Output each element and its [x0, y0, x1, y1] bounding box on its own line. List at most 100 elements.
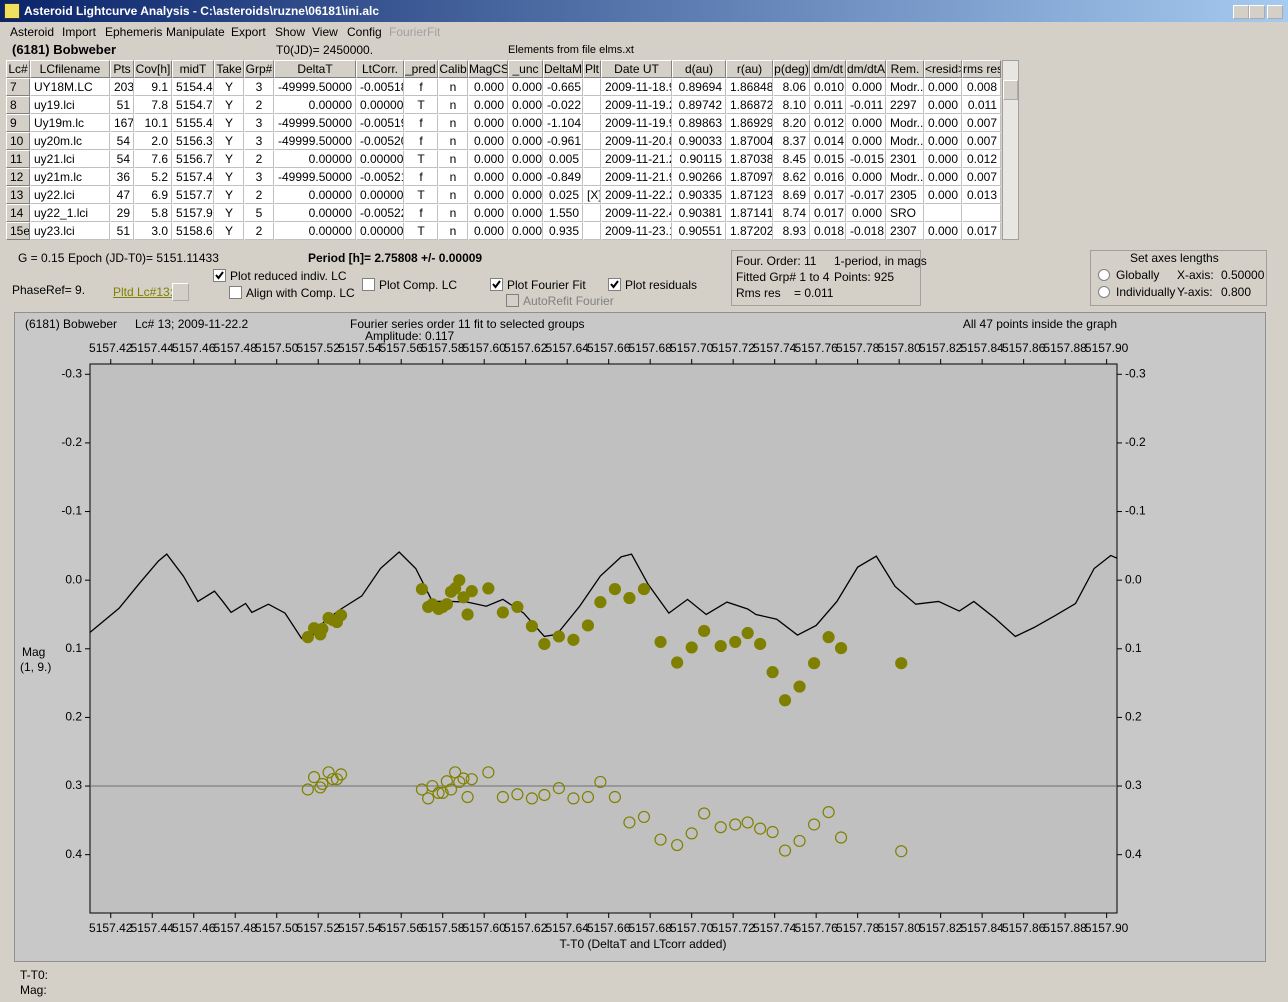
table-cell[interactable]: 0.90381: [672, 204, 726, 222]
table-cell[interactable]: n: [438, 78, 468, 96]
table-cell[interactable]: 0.90115: [672, 150, 726, 168]
table-cell[interactable]: 2: [244, 150, 274, 168]
table-cell[interactable]: 2305: [886, 186, 924, 204]
table-cell[interactable]: [583, 78, 601, 96]
table-cell[interactable]: 0.000: [508, 222, 543, 240]
checkbox[interactable]: [213, 269, 226, 282]
table-cell[interactable]: 0.007: [962, 114, 1001, 132]
table-cell[interactable]: 2009-11-23.1: [601, 222, 672, 240]
table-cell[interactable]: 0.90033: [672, 132, 726, 150]
table-cell[interactable]: 8.45: [773, 150, 810, 168]
table-cell[interactable]: n: [438, 222, 468, 240]
table-cell[interactable]: SRO: [886, 204, 924, 222]
table-cell[interactable]: n: [438, 204, 468, 222]
table-cell[interactable]: 0.000: [846, 78, 886, 96]
table-cell[interactable]: f: [404, 78, 438, 96]
table-cell[interactable]: T: [404, 222, 438, 240]
table-cell[interactable]: 0.000: [468, 186, 508, 204]
table-cell[interactable]: 0.000: [924, 186, 962, 204]
scroll-thumb[interactable]: [1003, 80, 1018, 100]
table-cell[interactable]: 2009-11-22.4: [601, 204, 672, 222]
table-cell[interactable]: 0.00000: [356, 96, 404, 114]
table-cell[interactable]: 2009-11-19.9: [601, 114, 672, 132]
table-cell[interactable]: [583, 96, 601, 114]
table-cell[interactable]: 0.000: [508, 132, 543, 150]
table-cell[interactable]: Modr...: [886, 78, 924, 96]
table-cell[interactable]: Y: [214, 78, 244, 96]
table-cell[interactable]: 0.014: [810, 132, 846, 150]
table-cell[interactable]: 3: [244, 132, 274, 150]
table-cell[interactable]: 7.6: [134, 150, 172, 168]
table-cell[interactable]: [583, 132, 601, 150]
table-cell[interactable]: 0.000: [924, 168, 962, 186]
table-cell[interactable]: 6.9: [134, 186, 172, 204]
table-cell[interactable]: -1.104: [543, 114, 583, 132]
menu-item[interactable]: Export: [231, 25, 266, 39]
table-cell[interactable]: 0.000: [846, 132, 886, 150]
table-cell[interactable]: 10.1: [134, 114, 172, 132]
table-cell[interactable]: 8.06: [773, 78, 810, 96]
table-cell[interactable]: 0.000: [468, 204, 508, 222]
table-cell[interactable]: 1.86872: [726, 96, 773, 114]
table-cell[interactable]: 5.2: [134, 168, 172, 186]
table-cell[interactable]: 5156.3: [172, 132, 214, 150]
table-cell[interactable]: 1.87141: [726, 204, 773, 222]
menu-item[interactable]: FourierFit: [389, 25, 441, 39]
table-cell[interactable]: 2009-11-20.8: [601, 132, 672, 150]
table-cell[interactable]: Y: [214, 150, 244, 168]
table-cell[interactable]: 0.013: [962, 186, 1001, 204]
table-cell[interactable]: -49999.50000: [274, 114, 356, 132]
table-cell[interactable]: 8.10: [773, 96, 810, 114]
table-cell[interactable]: 0.935: [543, 222, 583, 240]
menu-item[interactable]: Show: [275, 25, 306, 39]
y-axis-value[interactable]: 0.800: [1221, 285, 1252, 299]
table-cell[interactable]: 8.93: [773, 222, 810, 240]
table-cell[interactable]: 0.010: [810, 78, 846, 96]
table-cell[interactable]: n: [438, 132, 468, 150]
table-cell[interactable]: n: [438, 96, 468, 114]
table-cell[interactable]: 0.000: [924, 132, 962, 150]
table-cell[interactable]: 0.017: [810, 204, 846, 222]
table-cell[interactable]: 0.008: [962, 78, 1001, 96]
table-cell[interactable]: 0.011: [810, 96, 846, 114]
table-cell[interactable]: n: [438, 114, 468, 132]
table-cell[interactable]: n: [438, 150, 468, 168]
table-cell[interactable]: [583, 168, 601, 186]
table-cell[interactable]: f: [404, 114, 438, 132]
table-cell[interactable]: Y: [214, 222, 244, 240]
table-cell[interactable]: uy22_1.lci: [30, 204, 110, 222]
table-cell[interactable]: 0.00000: [274, 186, 356, 204]
table-cell[interactable]: 0.000: [508, 168, 543, 186]
table-cell[interactable]: 0.000: [924, 150, 962, 168]
table-cell[interactable]: 2297: [886, 96, 924, 114]
table-cell[interactable]: 54: [110, 150, 134, 168]
table-cell[interactable]: Modr...: [886, 114, 924, 132]
table-cell[interactable]: 8.20: [773, 114, 810, 132]
menu-item[interactable]: Config: [347, 25, 382, 39]
table-cell[interactable]: 0.017: [962, 222, 1001, 240]
table-cell[interactable]: 1.87123: [726, 186, 773, 204]
radio-individually[interactable]: [1098, 286, 1110, 298]
table-cell[interactable]: 2009-11-19.2: [601, 96, 672, 114]
table-cell[interactable]: -0.00521: [356, 168, 404, 186]
table-cell[interactable]: 0.000: [468, 132, 508, 150]
table-cell[interactable]: 3: [244, 114, 274, 132]
table-cell[interactable]: T: [404, 150, 438, 168]
table-cell[interactable]: 0.00000: [274, 96, 356, 114]
table-cell[interactable]: -0.665: [543, 78, 583, 96]
table-cell[interactable]: f: [404, 132, 438, 150]
table-cell[interactable]: 2009-11-22.2: [601, 186, 672, 204]
table-cell[interactable]: 0.000: [508, 96, 543, 114]
table-scrollbar[interactable]: [1002, 60, 1019, 240]
table-cell[interactable]: [924, 204, 962, 222]
table-cell[interactable]: 0.015: [810, 150, 846, 168]
table-cell[interactable]: 0.00000: [274, 222, 356, 240]
table-cell[interactable]: UY18M.LC: [30, 78, 110, 96]
table-cell[interactable]: -0.00522: [356, 204, 404, 222]
table-cell[interactable]: -0.018: [846, 222, 886, 240]
table-cell[interactable]: 0.90266: [672, 168, 726, 186]
table-cell[interactable]: 0.000: [508, 78, 543, 96]
table-cell[interactable]: 0.000: [924, 222, 962, 240]
table-cell[interactable]: Uy19m.lc: [30, 114, 110, 132]
table-cell[interactable]: [962, 204, 1001, 222]
